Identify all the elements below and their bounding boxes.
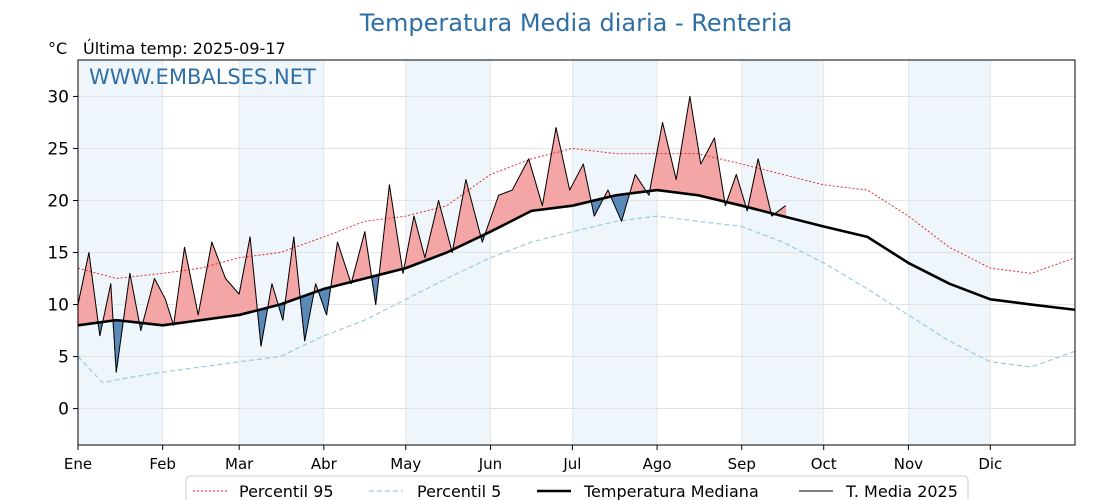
y-tick-label: 30 bbox=[47, 87, 69, 107]
series-line-p95 bbox=[77, 147, 1076, 279]
x-axis-ticks: Ene Feb Mar Abr May Jun Jul Ago Sep Oct Nov Dic bbox=[64, 445, 1002, 473]
legend: Percentil 95 Percentil 5 Temperatura Media… bbox=[185, 475, 969, 500]
x-tick-label: Ene bbox=[64, 455, 92, 473]
y-axis-ticks: 0 5 10 15 20 25 30 bbox=[47, 87, 78, 420]
y-unit-label: °C bbox=[48, 39, 67, 58]
watermark: WWW.EMBALSES.NET bbox=[89, 65, 316, 89]
x-tick-label: Feb bbox=[149, 455, 176, 473]
legend-label-median: Temperatura Mediana bbox=[583, 482, 759, 500]
series-lines bbox=[77, 95, 1076, 384]
x-tick-label: Jul bbox=[562, 455, 581, 473]
series-line-current bbox=[77, 95, 786, 373]
series-line-p5 bbox=[77, 215, 1076, 384]
x-tick-label: Abr bbox=[311, 455, 338, 473]
y-tick-label: 15 bbox=[47, 244, 69, 264]
y-tick-label: 25 bbox=[47, 139, 69, 159]
legend-box bbox=[185, 475, 969, 500]
series-line-median bbox=[77, 188, 1076, 327]
legend-label-p95: Percentil 95 bbox=[239, 482, 334, 500]
y-tick-label: 20 bbox=[47, 191, 69, 211]
chart-title: Temperatura Media diaria - Renteria bbox=[359, 9, 793, 37]
x-tick-label: May bbox=[390, 455, 421, 473]
x-tick-label: Oct bbox=[811, 455, 837, 473]
x-tick-label: Dic bbox=[978, 455, 1002, 473]
last-temp-subtitle: Última temp: 2025-09-17 bbox=[83, 39, 286, 58]
y-tick-label: 5 bbox=[58, 348, 69, 368]
x-tick-label: Sep bbox=[728, 455, 756, 473]
x-tick-label: Jun bbox=[478, 455, 502, 473]
legend-label-current: T. Media 2025 bbox=[845, 482, 958, 500]
legend-label-p5: Percentil 5 bbox=[417, 482, 501, 500]
y-tick-label: 10 bbox=[47, 296, 69, 316]
y-tick-label: 0 bbox=[58, 400, 69, 420]
x-tick-label: Ago bbox=[643, 455, 672, 473]
x-tick-label: Nov bbox=[894, 455, 923, 473]
x-tick-label: Mar bbox=[225, 455, 254, 473]
